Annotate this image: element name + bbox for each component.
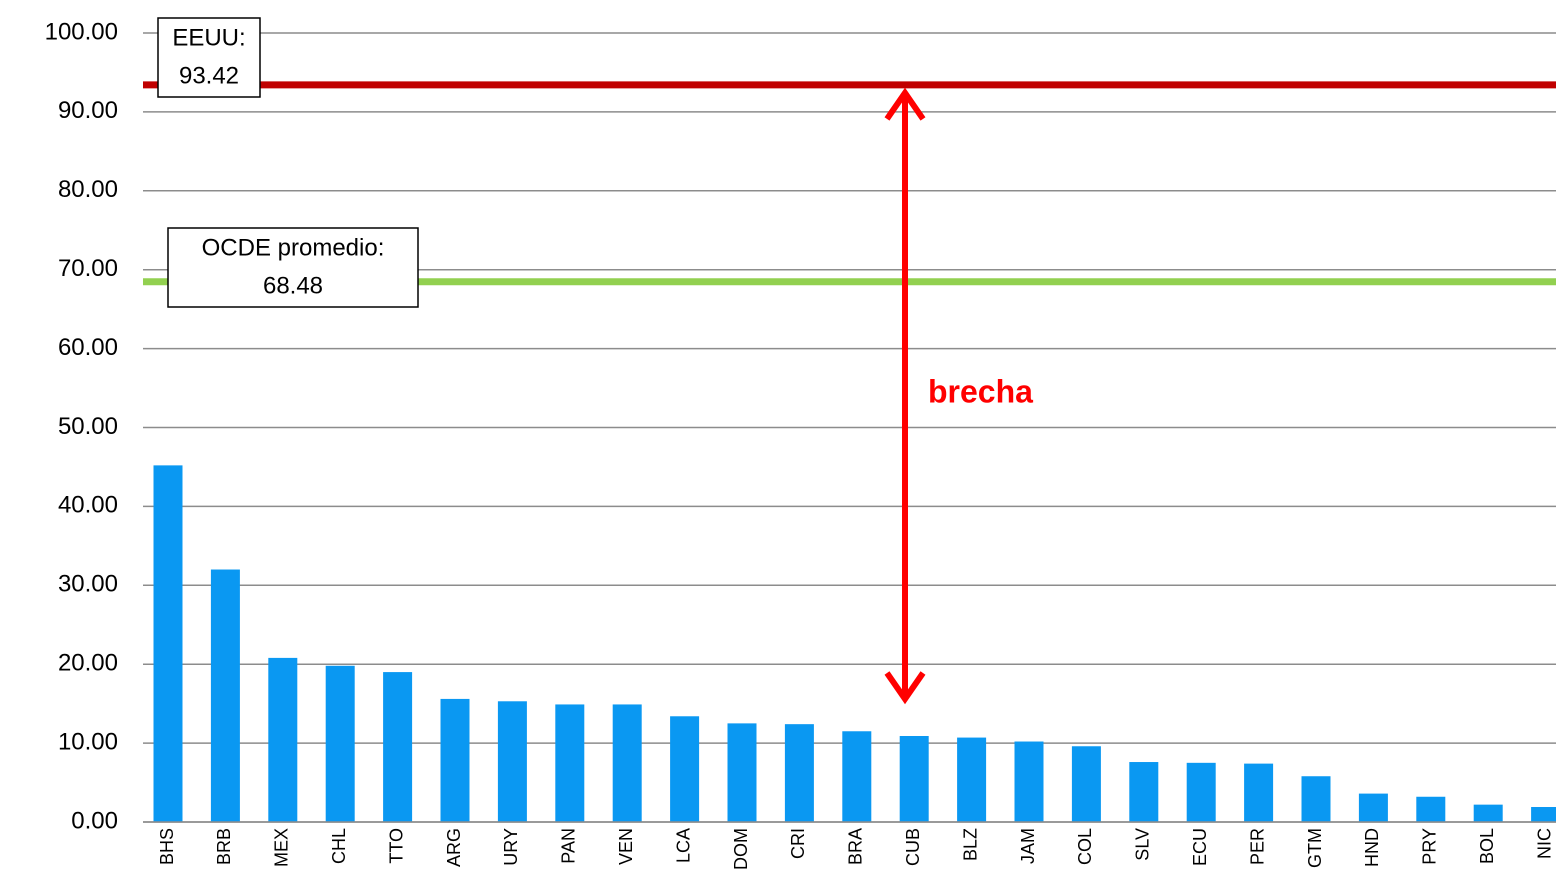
- x-tick-label: BOL: [1477, 828, 1497, 864]
- bar: [383, 672, 413, 822]
- x-tick-label: CHL: [329, 828, 349, 864]
- annotation-name: OCDE promedio:: [202, 234, 385, 261]
- bar: [210, 569, 240, 822]
- bar: [899, 735, 929, 822]
- annotation: brecha: [928, 373, 1033, 409]
- bar: [268, 657, 298, 822]
- x-tick-label: HND: [1362, 828, 1382, 867]
- y-tick-label: 50.00: [58, 413, 118, 440]
- x-tick-label: LCA: [673, 828, 693, 863]
- bar: [727, 723, 757, 822]
- arrow-head: [884, 671, 926, 705]
- bar: [1129, 762, 1159, 822]
- bar: [440, 698, 470, 822]
- bar: [555, 704, 585, 822]
- x-tick-label: DOM: [731, 828, 751, 870]
- x-tick-label: MEX: [272, 828, 292, 867]
- annotation-value: 68.48: [263, 272, 323, 299]
- bar: [1186, 762, 1216, 822]
- y-tick-label: 80.00: [58, 176, 118, 203]
- y-tick-label: 30.00: [58, 571, 118, 598]
- x-tick-label: PRY: [1420, 828, 1440, 865]
- bar: [1473, 804, 1503, 822]
- x-tick-label: URY: [501, 828, 521, 866]
- y-tick-label: 10.00: [58, 728, 118, 755]
- x-tick-label: CUB: [903, 828, 923, 866]
- annotation-box: [157, 17, 261, 98]
- annotation-value: 93.42: [179, 62, 239, 89]
- x-tick-label: JAM: [1018, 828, 1038, 864]
- bar: [1301, 776, 1331, 822]
- annotation-name: EEUU:: [172, 24, 245, 51]
- bar: [1014, 741, 1044, 822]
- bar: [497, 701, 527, 822]
- y-tick-label: 60.00: [58, 334, 118, 361]
- bar: [1244, 763, 1274, 822]
- bar: [1416, 796, 1446, 822]
- x-tick-label: PER: [1247, 828, 1267, 865]
- x-tick-label: NIC: [1534, 828, 1554, 859]
- x-tick-label: SLV: [1133, 828, 1153, 861]
- x-tick-label: BLZ: [960, 828, 980, 861]
- x-tick-label: PAN: [559, 828, 579, 864]
- bar: [784, 724, 814, 822]
- x-tick-label: ECU: [1190, 828, 1210, 866]
- bar: [1071, 746, 1101, 822]
- x-tick-label: TTO: [386, 828, 406, 864]
- bar: [842, 731, 872, 822]
- y-tick-label: 70.00: [58, 255, 118, 282]
- x-tick-label: CRI: [788, 828, 808, 859]
- x-tick-label: ARG: [444, 828, 464, 867]
- bar: [957, 737, 987, 822]
- x-tick-label: GTM: [1305, 828, 1325, 868]
- x-tick-label: BRA: [846, 828, 866, 865]
- bar: [325, 665, 355, 822]
- annotation-box: [167, 227, 419, 308]
- bar: [670, 716, 700, 822]
- arrow-head: [884, 87, 926, 121]
- x-tick-label: VEN: [616, 828, 636, 865]
- bar: [612, 704, 642, 822]
- y-tick-label: 100.00: [45, 18, 118, 45]
- y-tick-label: 20.00: [58, 650, 118, 677]
- bar: [153, 465, 183, 822]
- y-tick-label: 90.00: [58, 97, 118, 124]
- bar: [1358, 793, 1388, 822]
- x-tick-label: BHS: [157, 828, 177, 865]
- x-tick-label: BRB: [214, 828, 234, 865]
- x-tick-label: COL: [1075, 828, 1095, 865]
- y-tick-label: 0.00: [71, 807, 118, 834]
- y-tick-label: 40.00: [58, 492, 118, 519]
- bar: [1531, 807, 1556, 822]
